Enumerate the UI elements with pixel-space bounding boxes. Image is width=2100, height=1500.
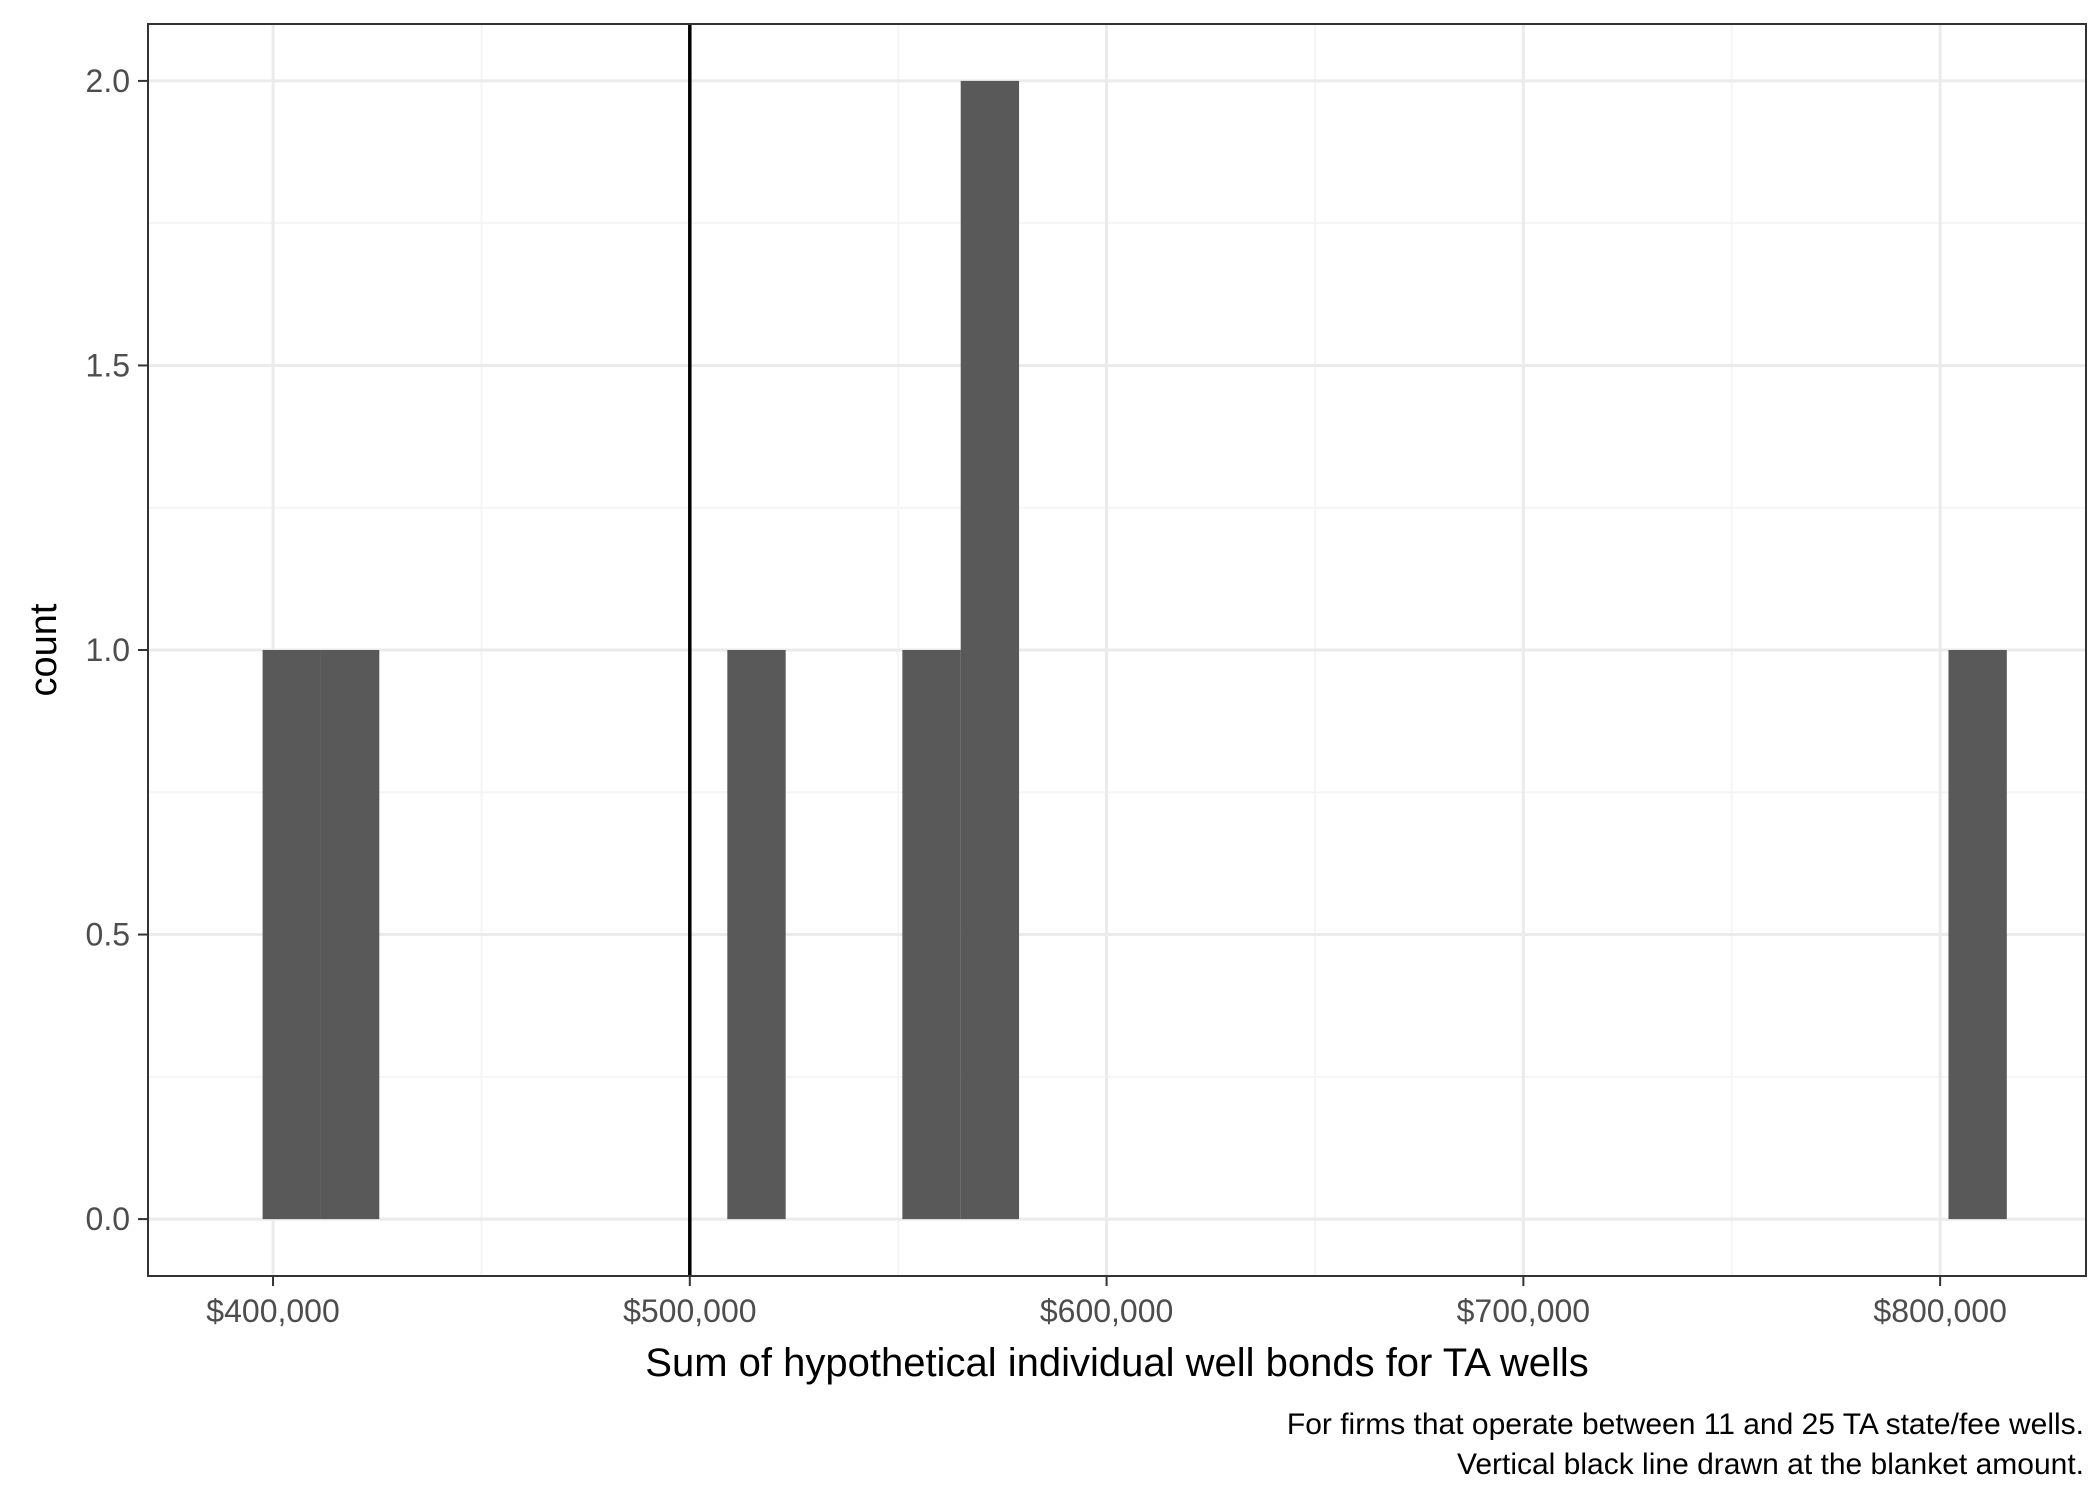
histogram-bar xyxy=(902,650,961,1220)
y-tick-label: 1.0 xyxy=(86,632,130,668)
x-axis-title: Sum of hypothetical individual well bond… xyxy=(645,1341,1588,1385)
x-tick-label: $600,000 xyxy=(1040,1293,1173,1329)
y-tick-label: 0.5 xyxy=(86,917,130,953)
x-tick-label: $700,000 xyxy=(1457,1293,1590,1329)
histogram-bar xyxy=(960,80,1020,1220)
x-tick-label: $500,000 xyxy=(623,1293,756,1329)
y-axis-title: count xyxy=(23,603,65,696)
histogram-bar xyxy=(320,650,380,1220)
caption-line-1: For firms that operate between 11 and 25… xyxy=(1287,1408,2084,1441)
caption-line-2: Vertical black line drawn at the blanket… xyxy=(1457,1448,2084,1481)
x-axis-ticks: $400,000 $500,000 $600,000 $700,000 $800,000 xyxy=(206,1276,2007,1329)
y-axis-ticks: 0.0 0.5 1.0 1.5 2.0 xyxy=(86,63,148,1237)
histogram-bar xyxy=(1948,650,2007,1220)
y-tick-label: 2.0 xyxy=(86,63,130,99)
x-tick-label: $800,000 xyxy=(1873,1293,2006,1329)
histogram-bars xyxy=(262,80,2007,1220)
histogram-bar xyxy=(262,650,321,1220)
y-tick-label: 0.0 xyxy=(86,1201,130,1237)
x-tick-label: $400,000 xyxy=(206,1293,339,1329)
y-tick-label: 1.5 xyxy=(86,347,130,383)
histogram-bar xyxy=(727,650,786,1220)
